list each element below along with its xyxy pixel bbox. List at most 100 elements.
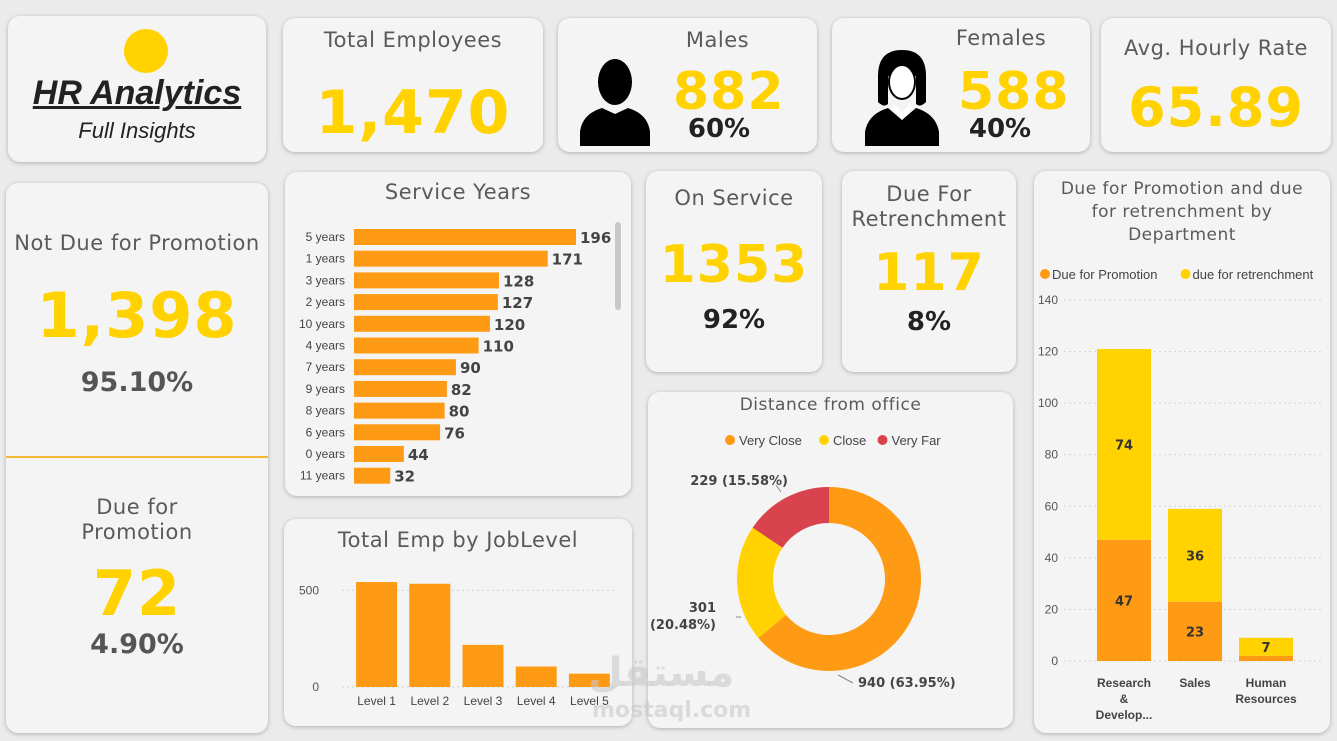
distance-chart: Very Close Close Very Far 940 (63.95%) 301 (2…: [650, 433, 956, 691]
department-title: Due for Promotion and due for retrenchme…: [1060, 179, 1304, 245]
department-ytick-label: 0: [1051, 654, 1058, 668]
department-xtick-label: Human: [1246, 676, 1287, 690]
department-ytick-label: 80: [1045, 448, 1059, 462]
watermark-arabic: مستقل: [588, 650, 735, 696]
retrenchment-value: 117: [873, 243, 985, 303]
department-xtick-label: Develop...: [1096, 708, 1153, 722]
service-years-title: Service Years: [384, 180, 532, 204]
distance-slice: [752, 487, 829, 548]
scrollbar[interactable]: [615, 222, 621, 310]
dashboard-title: HR Analytics: [32, 74, 242, 112]
females-value: 588: [958, 62, 1070, 122]
joblevel-ytick-label: 0: [312, 680, 319, 694]
department-bar-segment: [1097, 348, 1151, 540]
service-years-tick-label: 5 years: [306, 230, 345, 244]
distance-legend-dot: [725, 435, 735, 445]
males-card: Males 882 60%: [558, 18, 817, 152]
distance-legend-dot: [819, 435, 829, 445]
department-ytick-label: 140: [1038, 293, 1058, 307]
joblevel-xtick-label: Level 3: [464, 694, 503, 708]
males-label: Males: [685, 28, 750, 52]
department-data-label: 74: [1115, 438, 1133, 453]
joblevel-card: Total Emp by JobLevel 500 0 Level 1 Level 2…: [284, 519, 632, 726]
avg-hourly-rate-card: Avg. Hourly Rate 65.89: [1101, 18, 1331, 152]
service-years-data-label: 32: [394, 468, 415, 486]
distance-data-label: 301: [689, 601, 716, 616]
service-years-tick-label: 6 years: [306, 425, 345, 439]
department-card: Due for Promotion and due for retrenchme…: [1034, 171, 1330, 733]
due-promotion-pct: 4.90%: [90, 629, 184, 660]
service-years-bar: [354, 424, 441, 441]
department-bar-segment: [1239, 655, 1293, 661]
avg-hourly-rate-label: Avg. Hourly Rate: [1124, 36, 1308, 60]
males-value: 882: [673, 62, 785, 122]
retrenchment-label-line2: Retrenchment: [851, 207, 1007, 231]
due-promotion-value: 72: [92, 557, 182, 630]
joblevel-xtick-label: Level 1: [357, 694, 396, 708]
service-years-bar: [354, 380, 447, 397]
distance-slice: [737, 527, 786, 638]
distance-leader-line: [775, 484, 782, 493]
distance-legend-label: Very Far: [892, 433, 942, 448]
department-data-label: 47: [1115, 594, 1133, 609]
avg-hourly-rate-value: 65.89: [1128, 76, 1304, 139]
females-label: Females: [955, 26, 1047, 50]
service-years-bar: [354, 229, 576, 245]
on-service-card: On Service 1353 92%: [646, 171, 822, 372]
service-years-data-label: 110: [483, 338, 514, 356]
service-years-bar: [354, 315, 490, 332]
service-years-data-label: 82: [451, 381, 472, 399]
department-bar-segment: [1239, 637, 1293, 656]
department-bar-segment: [1168, 601, 1222, 661]
department-legend-label: Due for Promotion: [1052, 267, 1158, 282]
department-ytick-label: 100: [1038, 396, 1058, 410]
joblevel-bar: [462, 644, 504, 687]
department-legend-dot: [1180, 269, 1191, 279]
service-years-data-label: 90: [460, 359, 481, 377]
total-employees-card: Total Employees 1,470: [283, 18, 543, 152]
not-due-promotion-value: 1,398: [36, 279, 238, 352]
logo-card: HR Analytics Full Insights: [8, 16, 266, 162]
distance-data-label: (20.48%): [650, 618, 716, 633]
department-data-label: 36: [1186, 549, 1204, 564]
joblevel-xtick-label: Level 4: [517, 694, 556, 708]
department-xtick-label: Resources: [1235, 692, 1297, 706]
males-pct: 60%: [687, 114, 751, 144]
on-service-value: 1353: [659, 235, 809, 295]
females-card: Females 588 40%: [832, 18, 1090, 152]
service-years-bar: [354, 467, 391, 484]
service-years-data-label: 196: [580, 229, 611, 247]
service-years-tick-label: 10 years: [299, 317, 345, 331]
service-years-data-label: 128: [503, 272, 534, 290]
service-years-data-label: 127: [502, 294, 533, 312]
department-ytick-label: 120: [1038, 345, 1058, 359]
department-data-label: 23: [1186, 625, 1204, 640]
department-ytick-label: 20: [1045, 602, 1059, 616]
distance-slice: [758, 487, 921, 671]
due-promotion-label-line1: Due for: [96, 495, 178, 519]
service-years-bar: [354, 250, 548, 267]
not-due-promotion-pct: 95.10%: [80, 367, 194, 398]
watermark-latin: mostaql.com: [592, 698, 752, 723]
female-person-icon: [865, 50, 939, 146]
joblevel-ytick-label: 500: [299, 583, 319, 597]
joblevel-bar: [515, 666, 557, 687]
retrenchment-card: Due For Retrenchment 117 8%: [842, 171, 1016, 372]
joblevel-title: Total Emp by JobLevel: [337, 528, 579, 552]
department-ytick-label: 60: [1045, 499, 1059, 513]
service-years-tick-label: 7 years: [306, 360, 345, 374]
females-pct: 40%: [968, 114, 1032, 144]
on-service-label: On Service: [674, 186, 794, 210]
not-due-promotion-label: Not Due for Promotion: [14, 231, 260, 255]
total-employees-label: Total Employees: [323, 28, 503, 52]
service-years-tick-label: 11 years: [300, 469, 345, 483]
distance-leader-line: [837, 674, 854, 684]
joblevel-xtick-label: Level 5: [570, 694, 609, 708]
service-years-bar: [354, 446, 404, 462]
distance-data-label: 229 (15.58%): [690, 474, 788, 489]
department-bar-segment: [1097, 539, 1151, 661]
department-xtick-label: Research: [1097, 676, 1151, 690]
on-service-pct: 92%: [702, 305, 766, 335]
service-years-tick-label: 4 years: [306, 339, 345, 353]
service-years-tick-label: 2 years: [306, 295, 345, 309]
